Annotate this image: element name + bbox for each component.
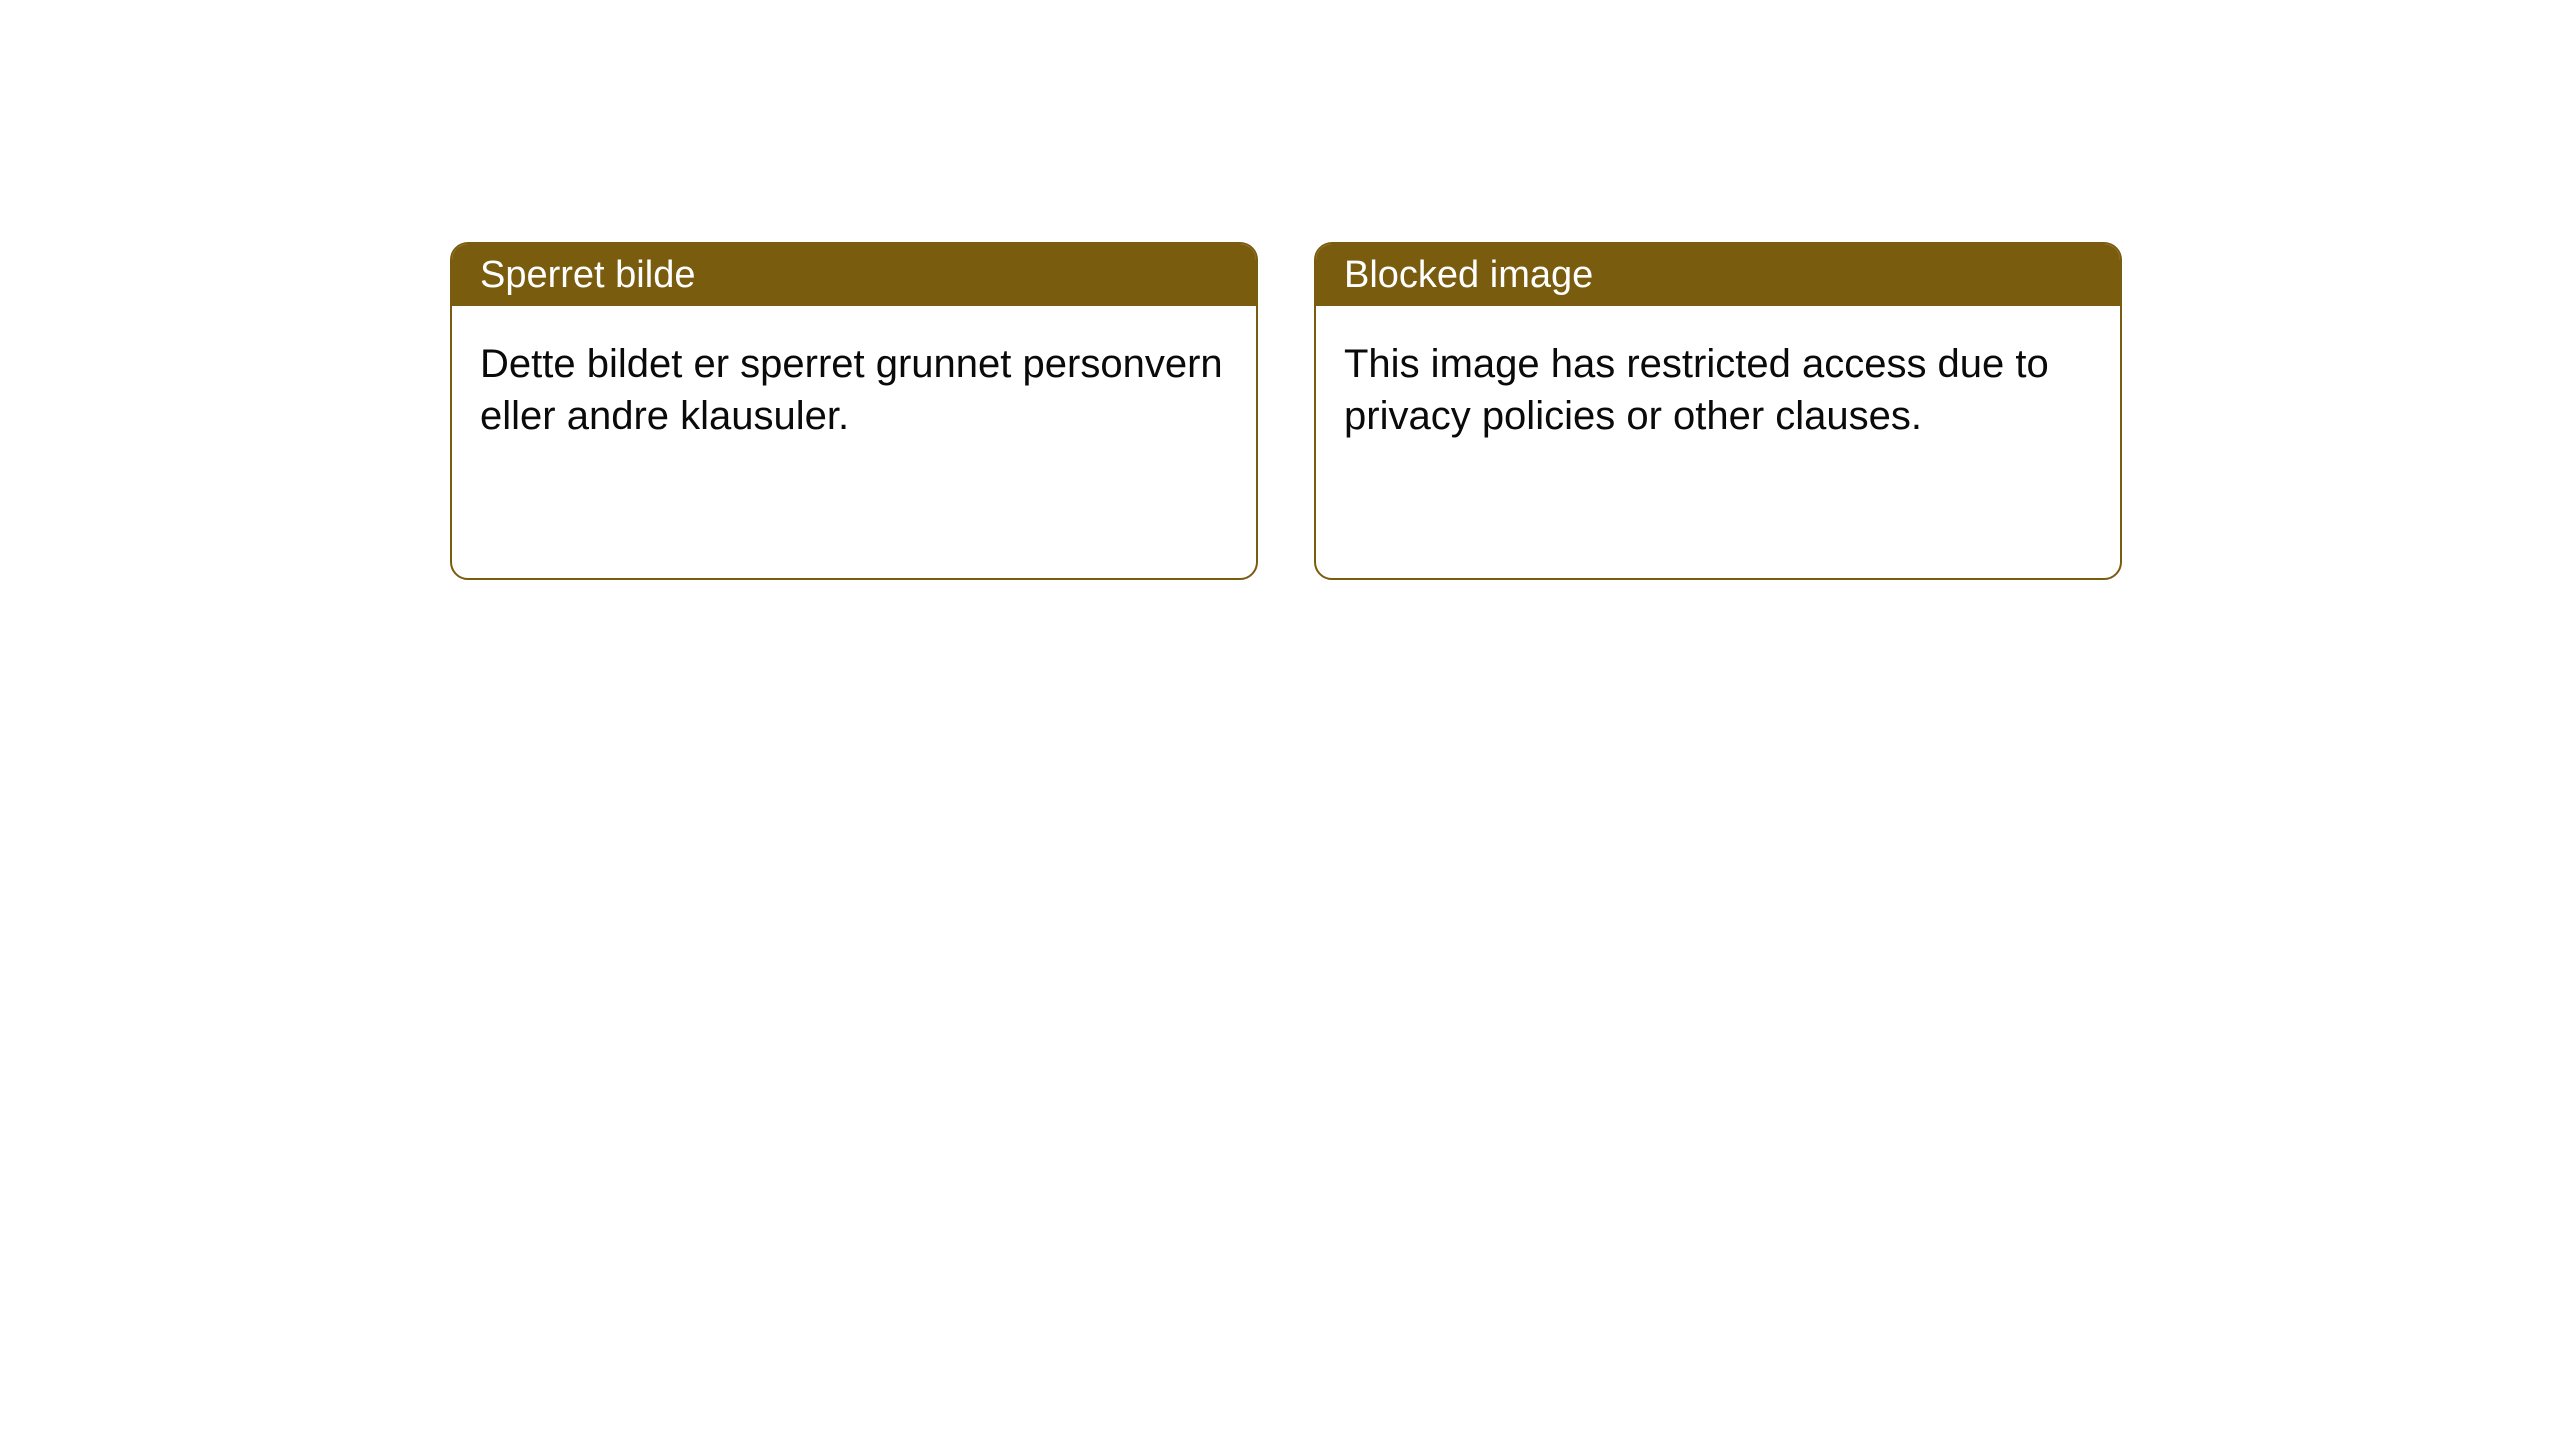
card-title-en: Blocked image: [1344, 254, 1593, 297]
blocked-image-card-en: Blocked image This image has restricted …: [1314, 242, 2122, 580]
card-body-text-no: Dette bildet er sperret grunnet personve…: [480, 342, 1223, 438]
notice-container: Sperret bilde Dette bildet er sperret gr…: [0, 0, 2560, 580]
card-title-no: Sperret bilde: [480, 254, 695, 297]
card-header-no: Sperret bilde: [452, 244, 1256, 306]
card-body-en: This image has restricted access due to …: [1316, 306, 2120, 474]
card-body-no: Dette bildet er sperret grunnet personve…: [452, 306, 1256, 474]
blocked-image-card-no: Sperret bilde Dette bildet er sperret gr…: [450, 242, 1258, 580]
card-header-en: Blocked image: [1316, 244, 2120, 306]
card-body-text-en: This image has restricted access due to …: [1344, 342, 2049, 438]
